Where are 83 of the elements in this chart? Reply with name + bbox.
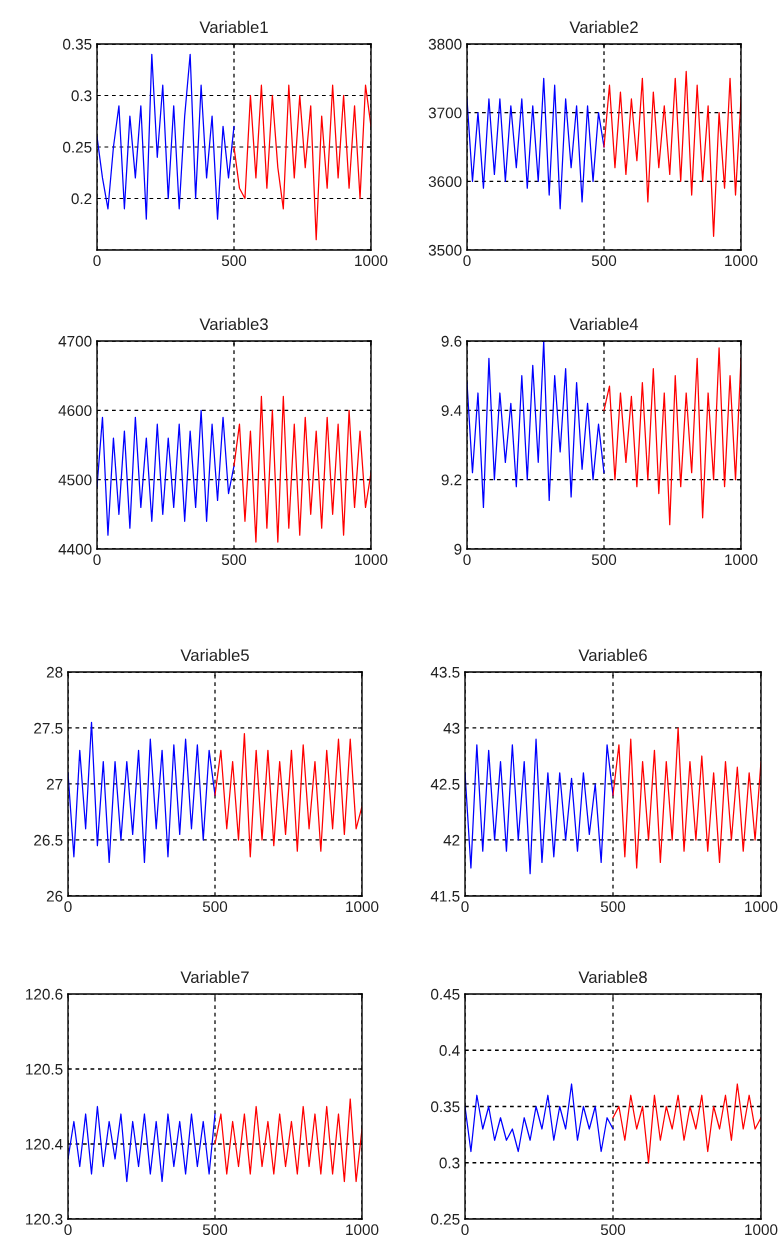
- x-tick-label: 1000: [355, 255, 388, 267]
- chart-title: Variable6: [578, 648, 647, 662]
- y-tick-label: 3700: [428, 107, 462, 119]
- y-tick-label: 43: [443, 722, 460, 734]
- line-series: [97, 53, 235, 220]
- y-tick-label: 3500: [428, 244, 462, 256]
- line-series: [214, 732, 362, 858]
- x-tick-label: 500: [202, 901, 228, 913]
- y-tick-label: 0.3: [71, 90, 92, 102]
- chart-title: Variable3: [199, 317, 268, 331]
- y-tick-label: 120.5: [26, 1063, 63, 1075]
- line-series: [465, 1083, 614, 1153]
- line-series: [465, 738, 614, 875]
- y-tick-label: 0.35: [431, 1101, 460, 1113]
- chart-title: Variable8: [578, 970, 647, 984]
- x-tick-label: 0: [463, 255, 471, 267]
- y-tick-label: 43.5: [430, 666, 460, 678]
- x-tick-label: 500: [600, 901, 626, 913]
- x-tick-label: 500: [202, 1224, 228, 1236]
- line-series: [467, 77, 605, 210]
- y-tick-label: 0.3: [439, 1157, 460, 1169]
- y-tick-label: 42.5: [430, 778, 460, 790]
- y-tick-label: 42: [443, 834, 460, 846]
- line-series: [603, 70, 741, 237]
- y-tick-label: 27: [46, 778, 63, 790]
- x-tick-label: 1000: [745, 1224, 778, 1236]
- x-tick-label: 500: [591, 554, 617, 566]
- x-tick-label: 0: [93, 554, 101, 566]
- line-series: [233, 84, 371, 241]
- y-tick-label: 120.4: [26, 1138, 63, 1150]
- x-tick-label: 1000: [355, 554, 388, 566]
- y-tick-label: 0.4: [439, 1045, 460, 1056]
- line-series: [612, 1083, 761, 1164]
- x-tick-label: 1000: [725, 554, 758, 566]
- x-tick-label: 500: [600, 1224, 626, 1236]
- line-series: [68, 1105, 216, 1183]
- y-tick-label: 3800: [428, 38, 462, 50]
- y-tick-label: 120.6: [26, 988, 63, 1000]
- y-tick-label: 4400: [58, 543, 92, 555]
- chart-title: Variable4: [569, 317, 639, 331]
- y-tick-label: 27.5: [34, 722, 63, 734]
- y-tick-label: 0.25: [63, 141, 92, 153]
- x-tick-label: 500: [221, 255, 247, 267]
- y-tick-label: 0.35: [63, 38, 92, 50]
- y-tick-label: 120.3: [26, 1213, 63, 1225]
- y-tick-label: 4600: [58, 405, 92, 417]
- x-tick-label: 0: [463, 554, 471, 566]
- chart-title: Variable7: [180, 970, 249, 984]
- x-tick-label: 1000: [346, 901, 379, 913]
- x-tick-label: 500: [221, 554, 247, 566]
- chart-title: Variable5: [180, 648, 249, 662]
- y-tick-label: 41.5: [430, 891, 460, 902]
- x-tick-label: 0: [64, 901, 72, 913]
- y-tick-label: 3600: [428, 176, 462, 188]
- y-tick-label: 0.2: [71, 193, 92, 205]
- x-tick-label: 0: [64, 1224, 72, 1236]
- y-tick-label: 9.4: [441, 405, 462, 417]
- x-tick-label: 0: [93, 255, 101, 267]
- line-series: [612, 727, 761, 869]
- y-tick-label: 9.2: [441, 474, 462, 486]
- chart-title: Variable1: [199, 20, 268, 34]
- y-tick-label: 0.25: [431, 1213, 460, 1225]
- y-tick-label: 4500: [58, 474, 92, 486]
- line-series: [467, 341, 605, 509]
- line-series: [233, 395, 371, 543]
- chart-title: Variable2: [569, 20, 638, 34]
- y-tick-label: 28: [46, 666, 63, 678]
- line-series: [603, 347, 741, 526]
- y-tick-label: 0.45: [431, 988, 460, 1000]
- x-tick-label: 1000: [745, 901, 778, 913]
- x-tick-label: 0: [461, 1224, 469, 1236]
- x-tick-label: 500: [591, 255, 617, 267]
- y-tick-label: 9: [454, 543, 462, 555]
- line-series: [97, 409, 235, 536]
- y-tick-label: 26.5: [34, 834, 63, 846]
- x-tick-label: 0: [461, 901, 469, 913]
- x-tick-label: 1000: [725, 255, 758, 267]
- y-tick-label: 26: [46, 890, 63, 902]
- line-series: [214, 1098, 362, 1183]
- y-tick-label: 4700: [58, 335, 92, 347]
- x-tick-label: 1000: [346, 1224, 379, 1236]
- line-series: [68, 721, 216, 864]
- y-tick-label: 9.6: [441, 335, 462, 347]
